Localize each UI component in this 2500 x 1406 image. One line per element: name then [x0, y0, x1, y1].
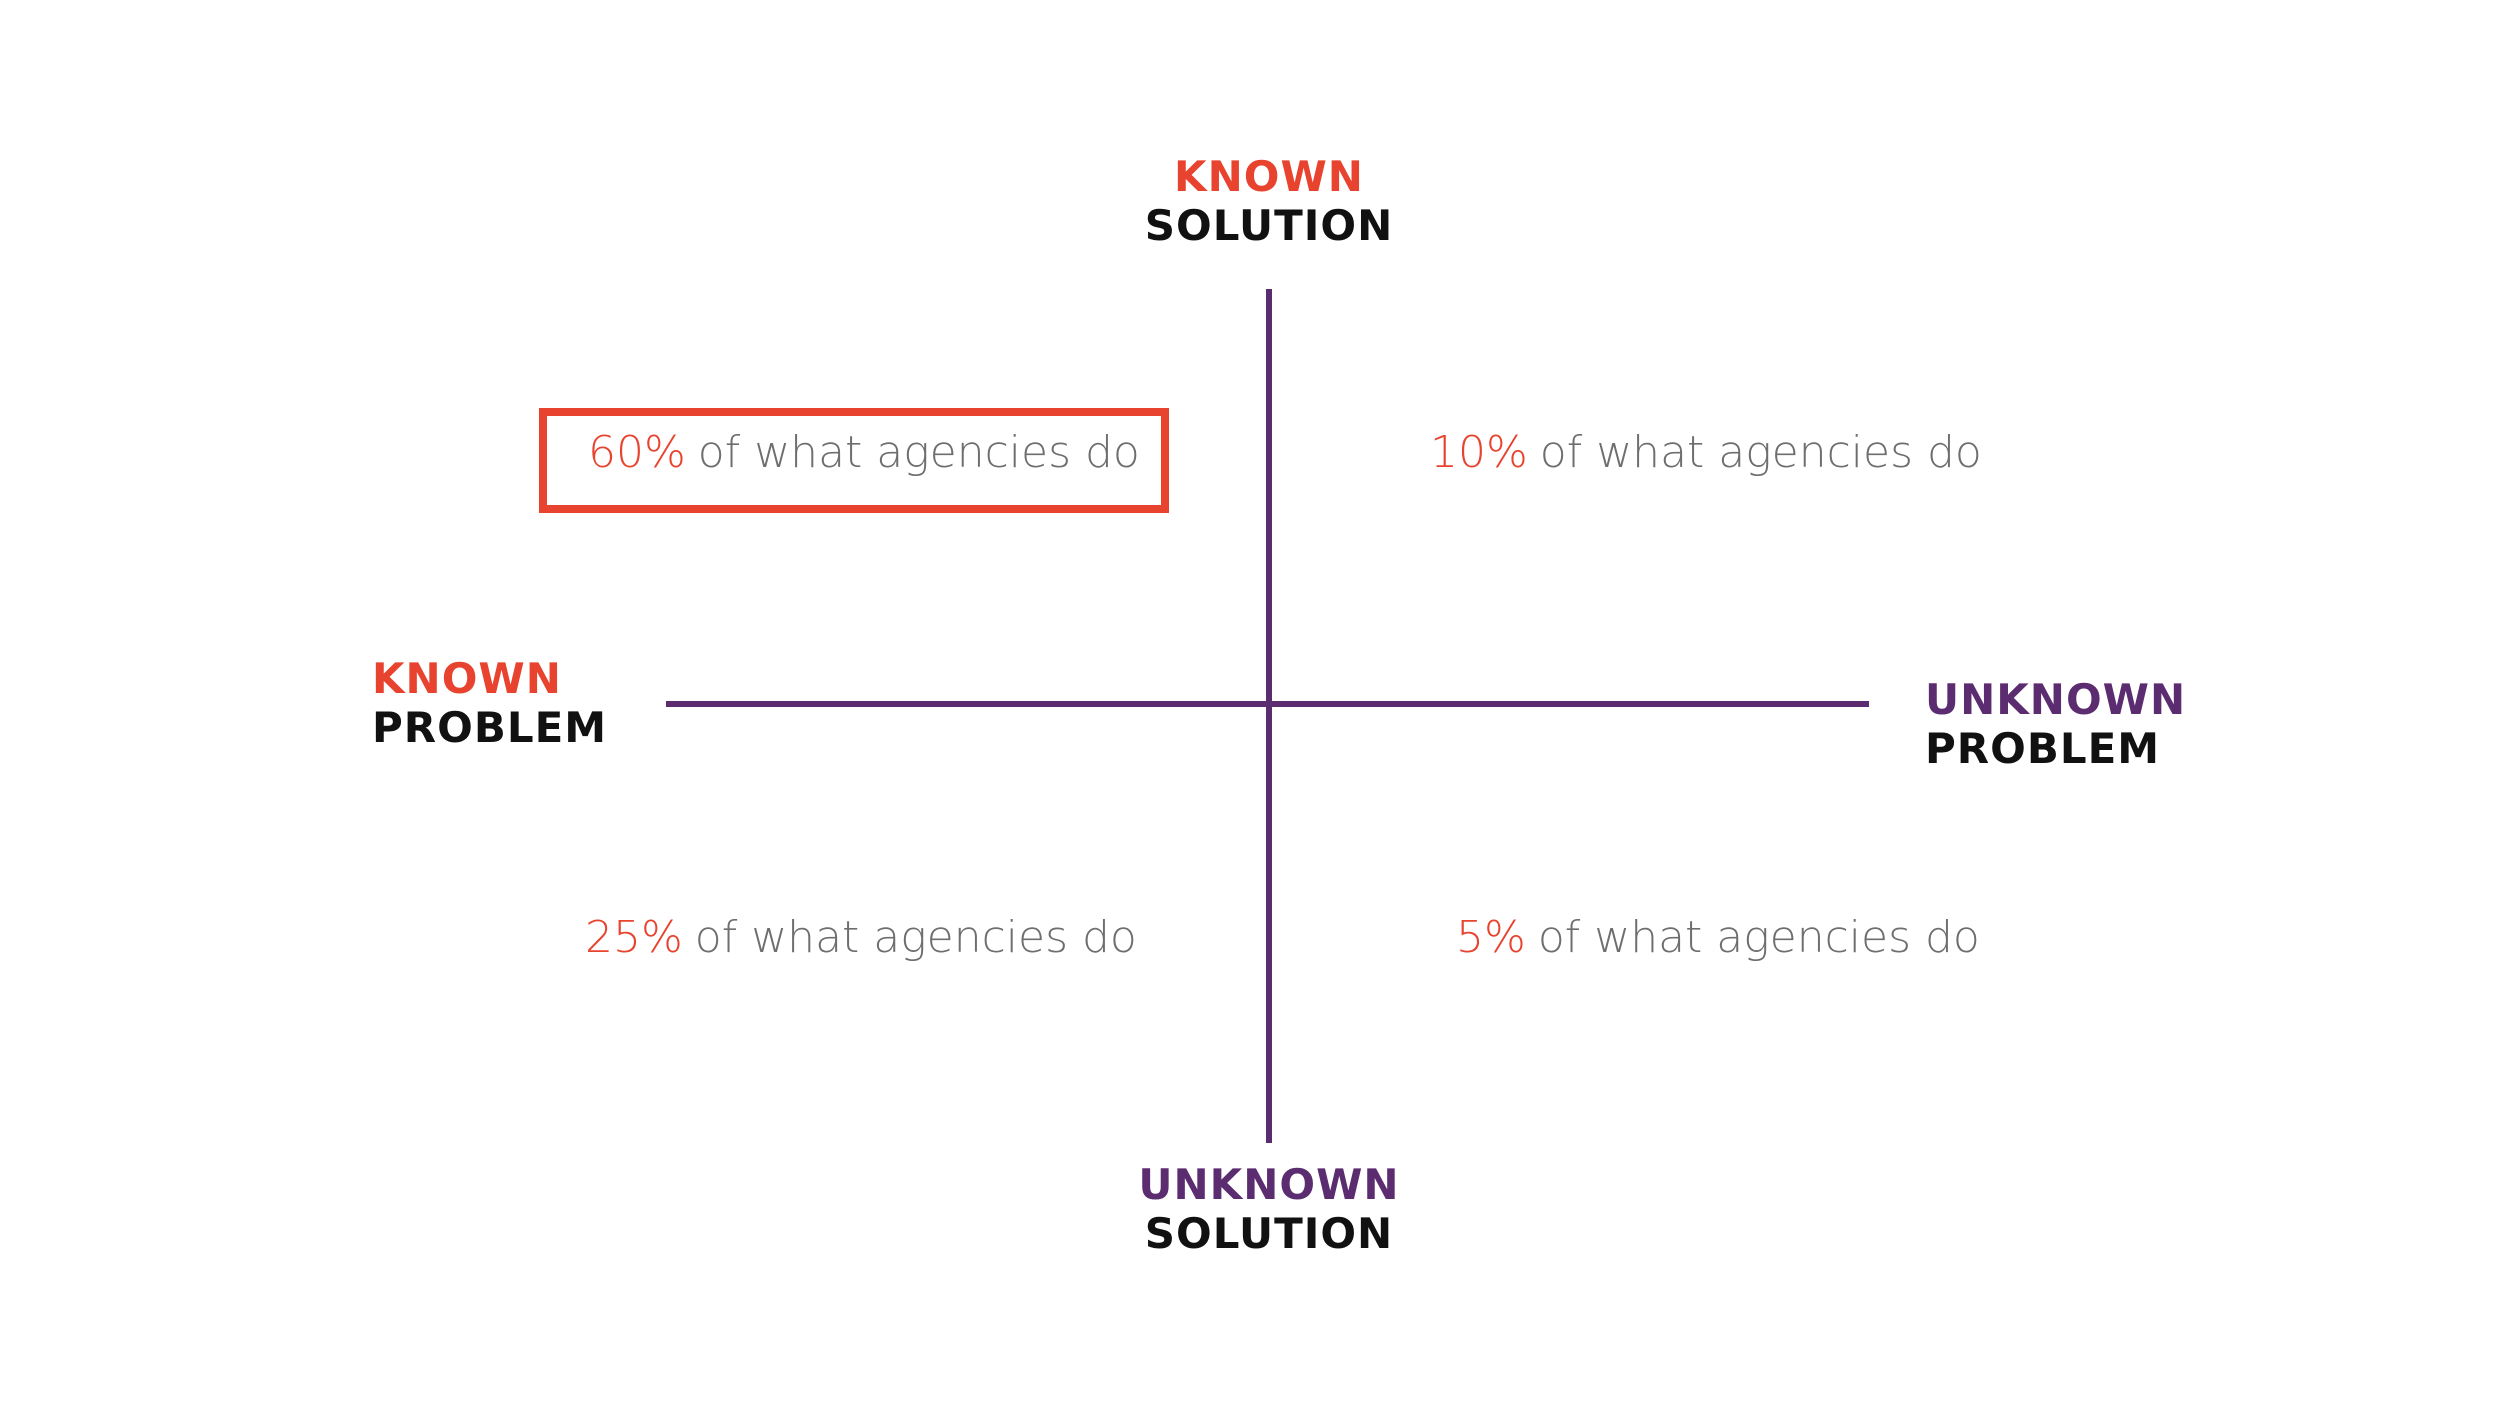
quadrant-percent: 25%: [585, 912, 683, 963]
quadrant-text: of what agencies do: [1537, 912, 1980, 963]
quadrant-text: of what agencies do: [697, 427, 1140, 478]
axis-qualifier: UNKNOWN: [1925, 675, 2187, 724]
quadrant-percent: 10%: [1430, 427, 1528, 478]
quadrant-unknown-problem-known-solution: 10% of what agencies do: [1430, 425, 1982, 481]
axis-qualifier: KNOWN: [1174, 152, 1364, 201]
axis-noun: SOLUTION: [1144, 1209, 1394, 1258]
vertical-axis: [1266, 289, 1272, 1143]
horizontal-axis: [666, 701, 1869, 707]
axis-qualifier: UNKNOWN: [1138, 1160, 1400, 1209]
highlight-box: [539, 408, 1169, 513]
quadrant-unknown-problem-unknown-solution: 5% of what agencies do: [1456, 910, 1980, 966]
axis-noun: PROBLEM: [1925, 724, 2161, 773]
axis-label-known-problem: KNOWN PROBLEM: [372, 654, 607, 752]
quadrant-known-problem-unknown-solution: 25% of what agencies do: [585, 910, 1137, 966]
quadrant-text: of what agencies do: [694, 912, 1137, 963]
quadrant-known-problem-known-solution: 60% of what agencies do: [588, 425, 1140, 481]
quadrant-percent: 5%: [1456, 912, 1526, 963]
quadrant-text: of what agencies do: [1539, 427, 1982, 478]
axis-qualifier: KNOWN: [372, 654, 562, 703]
axis-label-unknown-solution: UNKNOWN SOLUTION: [1138, 1160, 1399, 1258]
axis-label-known-solution: KNOWN SOLUTION: [1145, 152, 1393, 250]
axis-noun: SOLUTION: [1144, 201, 1394, 250]
axis-label-unknown-problem: UNKNOWN PROBLEM: [1925, 675, 2186, 773]
quadrant-percent: 60%: [588, 427, 686, 478]
axis-noun: PROBLEM: [372, 703, 608, 752]
